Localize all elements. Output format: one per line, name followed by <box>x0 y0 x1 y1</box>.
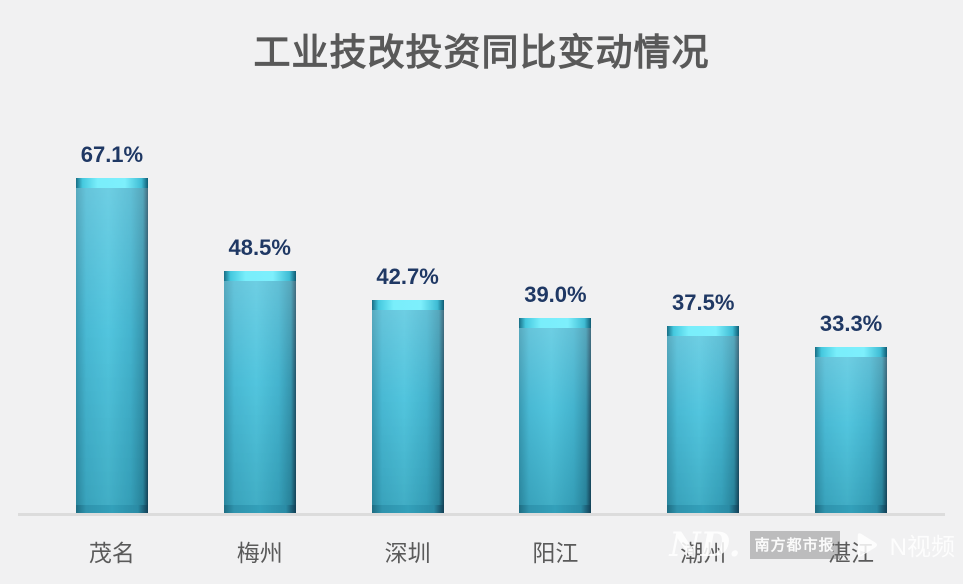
bar <box>667 325 740 513</box>
bar-value-label: 33.3% <box>819 310 883 336</box>
bar-body-face <box>815 356 888 505</box>
bar-bottom-face <box>223 505 296 513</box>
plot-area: 67.1% 48.5% 42.7% 39.0% 37.5% 33.3% 茂名 梅州 深圳 阳江 潮… <box>0 90 963 568</box>
bar-body-face <box>667 335 740 505</box>
bar <box>371 299 444 513</box>
bars-row: 67.1% 48.5% 42.7% 39.0% 37.5% 33.3% <box>0 90 963 513</box>
bar-group: 33.3% <box>777 310 925 513</box>
bar-top-face <box>519 318 592 328</box>
bar-body-face <box>75 187 148 505</box>
bar-value-label: 39.0% <box>524 282 587 307</box>
bar-top-face <box>667 325 740 336</box>
bar-bottom-face <box>519 505 592 513</box>
bar-body-face <box>371 309 444 505</box>
category-label: 湛江 <box>828 540 875 566</box>
bar-value-label: 67.1% <box>80 141 144 167</box>
bar <box>75 177 148 513</box>
bar-body-face <box>519 328 592 505</box>
bar-bottom-face <box>815 505 888 513</box>
bar-top-face <box>75 177 148 188</box>
bar-value-label: 37.5% <box>672 289 735 315</box>
x-axis-line <box>18 513 945 516</box>
bar-value-label: 42.7% <box>376 263 439 289</box>
bar-bottom-face <box>371 505 444 513</box>
category-label: 茂名 <box>88 540 135 566</box>
category-label: 深圳 <box>384 540 431 566</box>
category-label: 阳江 <box>532 540 579 566</box>
bar-group: 37.5% <box>629 289 777 513</box>
chart-title: 工业技改投资同比变动情况 <box>253 32 710 73</box>
bar-group: 39.0% <box>481 282 629 513</box>
bar-top-face <box>371 299 444 310</box>
bar-top-face <box>223 270 296 281</box>
bar <box>223 270 296 513</box>
bar-bottom-face <box>75 505 148 513</box>
bar-top-face <box>815 346 888 357</box>
bar-value-label: 48.5% <box>228 234 291 260</box>
bar-group: 67.1% <box>38 141 186 513</box>
category-labels-row: 茂名 梅州 深圳 阳江 潮州 湛江 <box>0 534 963 568</box>
bar-group: 48.5% <box>186 234 334 513</box>
bar <box>815 346 888 513</box>
bar <box>519 318 592 513</box>
bar-group: 42.7% <box>334 263 482 513</box>
bar-body-face <box>223 280 296 505</box>
category-label: 潮州 <box>680 540 727 566</box>
category-label: 梅州 <box>236 540 283 566</box>
bar-bottom-face <box>667 505 740 513</box>
